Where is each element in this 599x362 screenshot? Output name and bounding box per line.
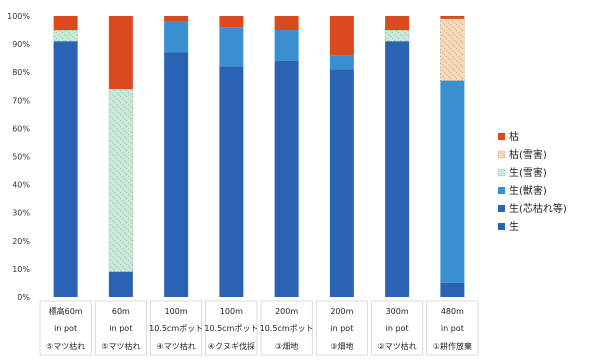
y-tick-label: 60% <box>12 124 30 133</box>
category-label: 480m <box>441 307 464 316</box>
category-label: ③畑地 <box>330 341 353 351</box>
bar-segment <box>440 282 465 297</box>
x-axis: 標高60m in pot ⑤マツ枯れ 60m in pot ⑤マツ枯れ 100m 10.5cm… <box>39 300 479 356</box>
y-tick-label: 40% <box>12 181 30 190</box>
category-label: in pot <box>330 324 353 333</box>
bar-segment-hatch <box>53 30 78 42</box>
category-label: in pot <box>109 324 132 333</box>
bar-segment <box>385 41 410 297</box>
category-label: in pot <box>386 324 409 333</box>
y-axis: 0% 10% 20% 30% 40% 50% 60% 70% 80% 90% 100% <box>7 12 30 302</box>
bar-segment <box>219 66 244 297</box>
y-tick-label: 50% <box>12 153 30 162</box>
category-label: ④クヌギ伐採 <box>208 341 255 351</box>
bar-segment <box>274 60 299 298</box>
category-label: 10.5cmポット <box>204 324 258 333</box>
category-label-box <box>315 300 368 356</box>
bar-segment <box>385 16 410 31</box>
y-tick-label: 30% <box>12 209 30 218</box>
bar-segment <box>53 41 78 297</box>
bar-segment <box>219 27 244 67</box>
bar-segment <box>274 16 299 31</box>
category-label: ②マツ枯れ <box>378 341 417 351</box>
y-tick-label: 20% <box>12 237 30 246</box>
bar-segment-hatch <box>385 30 410 42</box>
bar-segment <box>329 16 354 56</box>
category-label: in pot <box>441 324 464 333</box>
bar-segment <box>164 21 189 53</box>
category-label: ③畑地 <box>275 341 298 351</box>
legend-label: 生 <box>509 220 519 233</box>
legend-swatch <box>498 223 505 230</box>
legend-swatch <box>498 205 505 212</box>
bar-segment <box>108 16 133 90</box>
legend-label: 生(雪害) <box>509 166 547 179</box>
legend-label: 枯(雪害) <box>509 148 547 161</box>
plot-area <box>53 16 465 298</box>
legend-swatch <box>498 133 505 140</box>
category-label: 10.5cmポット <box>149 324 203 333</box>
y-tick-label: 90% <box>12 40 30 49</box>
bar-segment <box>440 16 465 19</box>
legend: 枯枯(雪害) 生(雪害) 生(獣害) 生(芯枯れ等) 生 <box>497 130 567 233</box>
category-label: ④マツ枯れ <box>157 341 196 351</box>
category-label-box <box>150 300 203 356</box>
category-label-box <box>260 300 313 356</box>
bar-segment <box>53 16 78 31</box>
bar-segment <box>108 271 133 297</box>
category-label: ⑤マツ枯れ <box>101 341 140 351</box>
bar-segment <box>164 16 189 22</box>
category-label-box <box>371 300 424 356</box>
legend-swatch <box>497 150 506 159</box>
y-tick-label: 100% <box>7 12 30 21</box>
category-label: 200m <box>275 307 298 316</box>
legend-swatch <box>498 187 505 194</box>
legend-label: 生(獣害) <box>509 184 547 197</box>
category-label-box <box>426 300 479 356</box>
category-label: 200m <box>330 307 353 316</box>
category-label: 100m <box>165 307 188 316</box>
bar-segment <box>329 55 354 70</box>
y-tick-label: 10% <box>12 265 30 274</box>
bar-segment-hatch <box>108 89 133 272</box>
bar-segment <box>164 52 189 297</box>
bar-segment <box>440 80 465 283</box>
category-label-box <box>39 300 92 356</box>
legend-swatch <box>497 168 506 177</box>
y-tick-label: 0% <box>17 293 30 302</box>
category-label-box <box>205 300 258 356</box>
category-label: 60m <box>112 307 130 316</box>
legend-label: 生(芯枯れ等) <box>509 202 567 215</box>
bar-segment <box>329 69 354 297</box>
bar-segment <box>274 30 299 61</box>
bar-segment <box>219 16 244 28</box>
legend-label: 枯 <box>509 130 519 143</box>
category-label: in pot <box>54 324 77 333</box>
category-label: ①耕作放棄 <box>433 341 472 351</box>
category-label: ⑤マツ枯れ <box>46 341 85 351</box>
category-label: 10.5cmポット <box>260 324 314 333</box>
category-label: 100m <box>220 307 243 316</box>
category-label: 300m <box>386 307 409 316</box>
y-tick-label: 80% <box>12 68 30 77</box>
category-label: 標高60m <box>49 306 83 316</box>
y-tick-label: 70% <box>12 96 30 105</box>
category-label-box <box>94 300 147 356</box>
bar-segment-hatch <box>440 18 465 81</box>
